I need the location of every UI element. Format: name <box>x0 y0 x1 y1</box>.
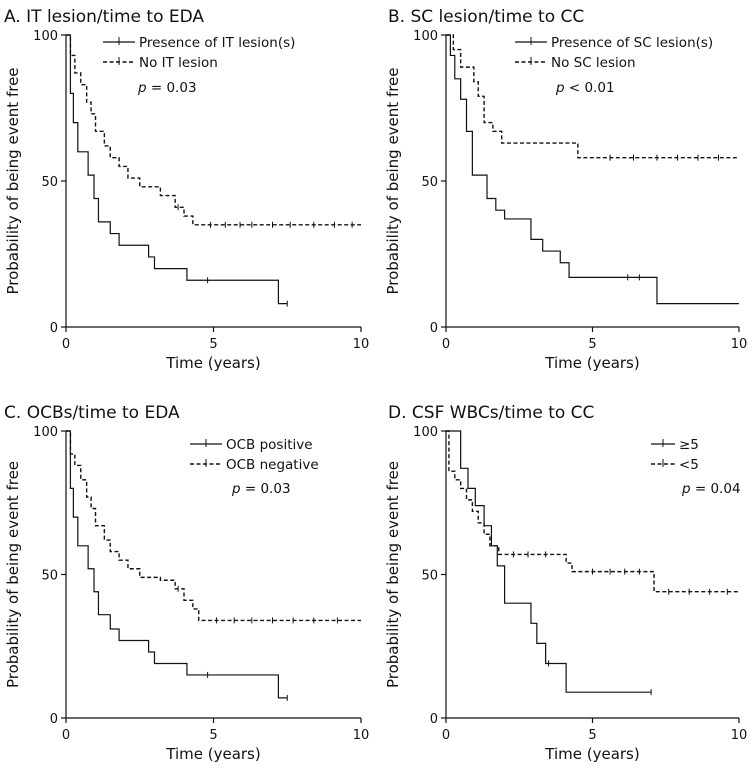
panel-title-text: IT lesion/time to EDA <box>26 7 204 27</box>
p-value: p = 0.03 <box>137 80 197 96</box>
x-tick-label: 10 <box>731 337 748 352</box>
legend-label: Presence of SC lesion(s) <box>551 35 713 51</box>
panel-letter: B. <box>388 7 410 27</box>
legend-label: Presence of IT lesion(s) <box>139 35 295 51</box>
y-tick-label: 50 <box>421 569 438 584</box>
panel-title: D. CSF WBCs/time to CC <box>388 403 594 423</box>
x-tick-label: 5 <box>588 728 596 743</box>
legend-label: <5 <box>679 457 699 473</box>
p-value: p = 0.04 <box>681 481 741 497</box>
x-tick-label: 5 <box>209 728 217 743</box>
legend-label: No SC lesion <box>551 55 636 71</box>
x-tick-label: 5 <box>209 337 217 352</box>
y-tick-label: 100 <box>33 425 58 440</box>
panel-letter: A. <box>4 7 26 27</box>
legend-label: OCB positive <box>226 437 313 453</box>
y-axis-title: Probability of being event free <box>4 461 22 688</box>
x-tick-label: 10 <box>353 728 370 743</box>
series-line-primary <box>446 34 739 305</box>
y-tick-label: 0 <box>50 712 58 727</box>
y-tick-label: 0 <box>430 712 438 727</box>
panel-title-text: CSF WBCs/time to CC <box>412 403 595 423</box>
series-line-primary <box>66 34 288 305</box>
legend-label: No IT lesion <box>139 55 218 71</box>
y-tick-label: 0 <box>430 321 438 336</box>
series-line-secondary <box>66 430 361 622</box>
chart-panel-4: D. CSF WBCs/time to CC 0 50 100 0 5 10 Time (ye… <box>384 403 747 763</box>
series-line-secondary <box>446 430 739 593</box>
chart-panel-1: A. IT lesion/time to EDA 0 50 100 0 5 10 Time (… <box>4 7 369 372</box>
panel-title: B. SC lesion/time to CC <box>388 7 584 27</box>
series-line-primary <box>446 430 652 693</box>
y-tick-label: 50 <box>41 175 58 190</box>
p-value-text: = 0.04 <box>691 481 741 497</box>
y-tick-label: 0 <box>50 321 58 336</box>
x-tick-label: 10 <box>731 728 748 743</box>
p-value-text: < 0.01 <box>565 80 615 96</box>
panel-letter: C. <box>4 403 27 423</box>
y-axis-title: Probability of being event free <box>384 67 402 294</box>
x-axis-title: Time (years) <box>165 745 260 763</box>
p-value-symbol: p <box>231 481 241 497</box>
x-axis-title: Time (years) <box>544 354 639 372</box>
panel-title-text: OCBs/time to EDA <box>27 403 180 423</box>
x-tick-label: 10 <box>353 337 370 352</box>
p-value-symbol: p <box>681 481 691 497</box>
x-tick-label: 0 <box>62 337 70 352</box>
series-line-secondary <box>66 34 361 226</box>
x-tick-label: 0 <box>442 337 450 352</box>
series-line-primary <box>66 430 288 699</box>
y-axis-title: Probability of being event free <box>4 67 22 294</box>
panel-title: C. OCBs/time to EDA <box>4 403 180 423</box>
panel-letter: D. <box>388 403 412 423</box>
p-value: p = 0.03 <box>231 481 291 497</box>
chart-panel-3: C. OCBs/time to EDA 0 50 100 0 5 10 Time (years… <box>4 403 369 763</box>
y-tick-label: 100 <box>413 29 438 44</box>
x-tick-label: 0 <box>442 728 450 743</box>
chart-panel-2: B. SC lesion/time to CC 0 50 100 0 5 10 Time (y… <box>384 7 747 372</box>
panel-title-text: SC lesion/time to CC <box>410 7 584 27</box>
y-tick-label: 100 <box>413 425 438 440</box>
x-tick-label: 0 <box>62 728 70 743</box>
y-tick-label: 50 <box>421 175 438 190</box>
y-tick-label: 100 <box>33 29 58 44</box>
y-tick-label: 50 <box>41 569 58 584</box>
legend-label: OCB negative <box>226 457 319 473</box>
p-value-symbol: p <box>137 80 147 96</box>
p-value-text: = 0.03 <box>241 481 291 497</box>
series-line-secondary <box>446 34 739 159</box>
p-value-symbol: p <box>555 80 565 96</box>
p-value-text: = 0.03 <box>147 80 197 96</box>
y-axis-title: Probability of being event free <box>384 461 402 688</box>
p-value: p < 0.01 <box>555 80 615 96</box>
panel-title: A. IT lesion/time to EDA <box>4 7 204 27</box>
x-tick-label: 5 <box>588 337 596 352</box>
legend-label: ≥5 <box>679 437 699 453</box>
x-axis-title: Time (years) <box>544 745 639 763</box>
x-axis-title: Time (years) <box>165 354 260 372</box>
